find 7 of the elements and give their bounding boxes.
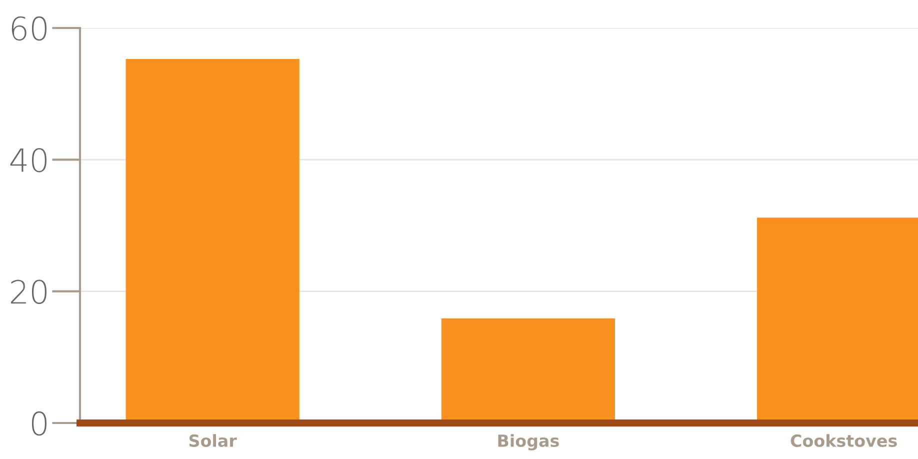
x-tick-label: Biogas	[498, 434, 559, 450]
x-tick-label: Solar	[189, 434, 237, 448]
y-tick-label: 40	[10, 148, 46, 172]
y-tick-label: 0	[32, 411, 46, 436]
x-tick-label: Cookstoves	[790, 434, 897, 448]
y-tick-label: 20	[11, 280, 46, 304]
y-tick-label: 60	[12, 16, 46, 41]
